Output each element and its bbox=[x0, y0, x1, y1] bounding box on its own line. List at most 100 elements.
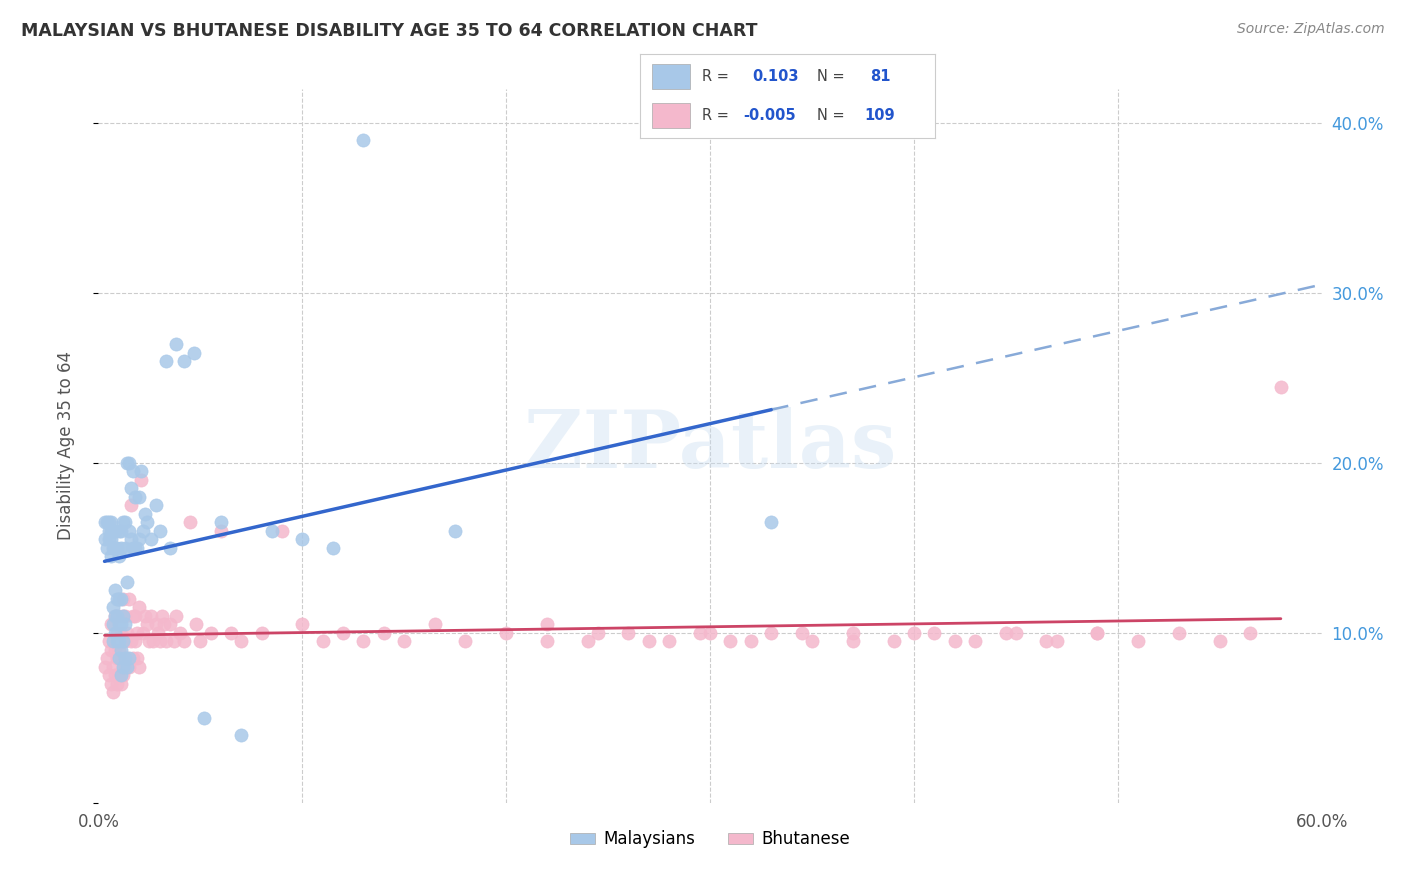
FancyBboxPatch shape bbox=[651, 63, 690, 89]
Point bbox=[111, 668, 134, 682]
Point bbox=[149, 634, 172, 648]
Point bbox=[100, 533, 122, 547]
Point bbox=[423, 617, 446, 632]
Point bbox=[110, 524, 132, 538]
Point bbox=[100, 677, 122, 691]
Point bbox=[101, 685, 124, 699]
Point bbox=[1270, 379, 1292, 393]
Point bbox=[291, 617, 314, 632]
Point bbox=[270, 524, 294, 538]
Text: ZIPatlas: ZIPatlas bbox=[524, 407, 896, 485]
Point bbox=[118, 651, 141, 665]
Point bbox=[115, 651, 138, 665]
Point bbox=[110, 617, 132, 632]
Point bbox=[120, 533, 142, 547]
Point bbox=[155, 634, 177, 648]
Point bbox=[132, 626, 155, 640]
Point bbox=[689, 626, 711, 640]
Point bbox=[1167, 626, 1189, 640]
Point bbox=[122, 541, 145, 555]
Point bbox=[104, 583, 127, 598]
FancyBboxPatch shape bbox=[651, 103, 690, 128]
Point bbox=[108, 634, 131, 648]
Point bbox=[104, 524, 127, 538]
Point bbox=[159, 617, 181, 632]
Text: R =: R = bbox=[702, 108, 728, 123]
Point bbox=[108, 617, 131, 632]
Point bbox=[209, 524, 232, 538]
Point bbox=[110, 651, 132, 665]
Point bbox=[1085, 626, 1108, 640]
Point bbox=[841, 626, 863, 640]
Point bbox=[994, 626, 1017, 640]
Point bbox=[100, 617, 122, 632]
Point bbox=[124, 490, 146, 504]
Point bbox=[100, 524, 122, 538]
Point bbox=[105, 608, 128, 623]
Point bbox=[155, 354, 177, 368]
Point bbox=[97, 516, 120, 530]
Point bbox=[110, 626, 132, 640]
Point bbox=[444, 524, 467, 538]
Point bbox=[129, 465, 152, 479]
Point bbox=[219, 626, 242, 640]
Point bbox=[159, 541, 181, 555]
Text: Source: ZipAtlas.com: Source: ZipAtlas.com bbox=[1237, 22, 1385, 37]
Point bbox=[97, 668, 120, 682]
Point bbox=[111, 608, 134, 623]
Point bbox=[127, 541, 149, 555]
Point bbox=[188, 634, 212, 648]
Text: N =: N = bbox=[817, 69, 845, 84]
Point bbox=[115, 626, 138, 640]
Point bbox=[101, 524, 124, 538]
Point bbox=[165, 608, 187, 623]
Point bbox=[97, 634, 120, 648]
Point bbox=[114, 541, 136, 555]
Point bbox=[104, 541, 127, 555]
Point bbox=[699, 626, 721, 640]
Point bbox=[104, 608, 127, 623]
Point bbox=[128, 660, 150, 674]
Point bbox=[115, 456, 138, 470]
Point bbox=[761, 626, 783, 640]
Point bbox=[352, 133, 374, 147]
Point bbox=[617, 626, 640, 640]
Point bbox=[322, 541, 344, 555]
Point bbox=[110, 677, 132, 691]
Point bbox=[122, 651, 145, 665]
Point bbox=[127, 626, 149, 640]
Point bbox=[200, 626, 222, 640]
Point bbox=[96, 651, 118, 665]
Point bbox=[183, 345, 205, 359]
Point bbox=[115, 660, 138, 674]
Point bbox=[108, 524, 131, 538]
Point bbox=[110, 541, 132, 555]
Text: N =: N = bbox=[817, 108, 845, 123]
Point bbox=[1085, 626, 1108, 640]
Point bbox=[118, 591, 141, 606]
Point bbox=[122, 465, 145, 479]
Point bbox=[373, 626, 395, 640]
Point bbox=[312, 634, 335, 648]
Text: R =: R = bbox=[702, 69, 728, 84]
Point bbox=[136, 516, 159, 530]
Point bbox=[105, 541, 128, 555]
Point bbox=[586, 626, 609, 640]
Point bbox=[179, 516, 201, 530]
Point bbox=[141, 533, 163, 547]
Point bbox=[127, 651, 149, 665]
Point bbox=[1128, 634, 1150, 648]
Point bbox=[165, 337, 187, 351]
Point bbox=[114, 634, 136, 648]
Point bbox=[883, 634, 905, 648]
Point bbox=[903, 626, 925, 640]
Point bbox=[128, 490, 150, 504]
Point bbox=[105, 626, 128, 640]
Point bbox=[150, 608, 173, 623]
Point bbox=[100, 516, 122, 530]
Point bbox=[943, 634, 966, 648]
Point bbox=[163, 634, 186, 648]
Point bbox=[111, 634, 134, 648]
Point bbox=[108, 549, 131, 564]
Point bbox=[142, 634, 165, 648]
